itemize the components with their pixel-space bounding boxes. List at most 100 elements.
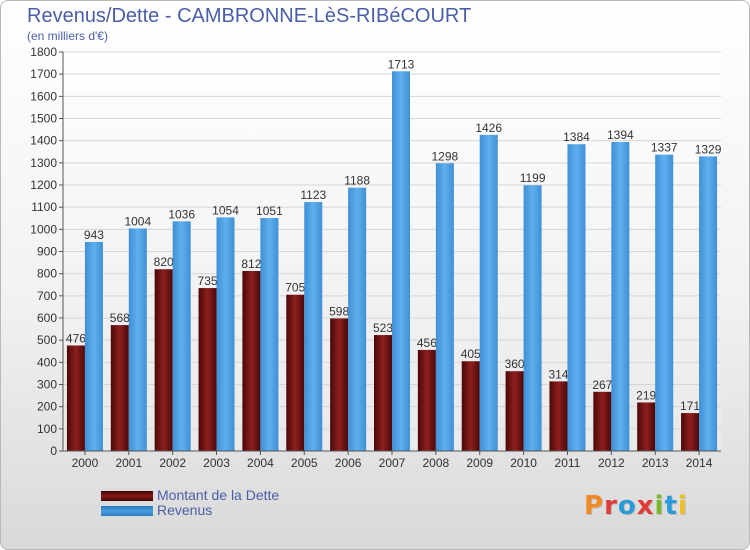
legend-item-debt: Montant de la Dette: [101, 487, 279, 503]
data-label-debt: 171: [680, 399, 700, 413]
logo-letter: i: [677, 491, 688, 521]
data-label-revenus: 1394: [607, 128, 634, 142]
data-label-debt: 476: [66, 331, 86, 345]
bar-revenus: [479, 134, 498, 452]
data-label-revenus: 1054: [212, 203, 239, 217]
data-label-revenus: 1051: [256, 204, 283, 218]
x-tick-label: 2008: [423, 456, 450, 470]
data-label-revenus: 1713: [388, 57, 415, 71]
x-tick-label: 2014: [686, 456, 713, 470]
y-tick-label: 0: [50, 444, 57, 458]
data-label-debt: 568: [110, 311, 130, 325]
data-label-debt: 812: [241, 257, 261, 271]
bar-debt: [637, 402, 656, 451]
x-tick-label: 2003: [203, 456, 230, 470]
y-tick-label: 1500: [30, 112, 57, 126]
bar-revenus: [216, 217, 235, 451]
bar-revenus: [699, 156, 718, 451]
bar-debt: [286, 294, 305, 451]
data-label-debt: 820: [154, 255, 174, 269]
bar-revenus: [392, 71, 410, 451]
data-label-debt: 314: [548, 367, 568, 381]
data-label-revenus: 1329: [695, 142, 722, 156]
data-label-revenus: 1426: [475, 121, 502, 135]
proxiti-logo: Proxiti: [584, 491, 688, 521]
bar-debt: [461, 361, 480, 451]
bar-debt: [198, 288, 217, 451]
x-tick-label: 2006: [335, 456, 362, 470]
y-tick-label: 500: [37, 333, 57, 347]
x-tick-label: 2010: [510, 456, 537, 470]
legend-label-debt: Montant de la Dette: [157, 487, 280, 503]
y-tick-label: 1300: [30, 156, 57, 170]
x-tick-label: 2002: [159, 456, 186, 470]
bar-debt: [374, 335, 392, 451]
data-label-revenus: 1188: [344, 174, 370, 188]
legend-label-revenus: Revenus: [157, 502, 213, 518]
chart-title: Revenus/Dette - CAMBRONNE-LèS-RIBéCOURT: [27, 5, 472, 27]
data-label-debt: 523: [373, 321, 393, 335]
bar-debt: [242, 271, 261, 451]
x-tick-label: 2012: [598, 456, 625, 470]
x-tick-label: 2005: [291, 456, 318, 470]
bar-revenus: [304, 202, 323, 451]
logo-letter: r: [604, 491, 618, 521]
bar-revenus: [84, 241, 103, 451]
legend-swatch-debt: [101, 491, 153, 502]
data-label-revenus: 1036: [168, 207, 195, 221]
bar-revenus: [655, 154, 674, 452]
y-tick-label: 600: [37, 311, 57, 325]
legend-item-revenus: Revenus: [101, 502, 212, 518]
bar-debt: [110, 325, 129, 451]
y-tick-label: 400: [37, 355, 57, 369]
y-tick-label: 900: [37, 245, 57, 259]
bar-revenus: [348, 187, 367, 451]
y-tick-label: 300: [37, 378, 57, 392]
data-label-revenus: 1004: [124, 214, 151, 228]
logo-letter: t: [664, 491, 678, 521]
bar-revenus: [128, 228, 147, 451]
data-label-revenus: 1123: [300, 188, 326, 202]
data-label-revenus: 1298: [432, 149, 459, 163]
y-tick-label: 100: [37, 422, 57, 436]
bar-revenus: [611, 141, 630, 451]
data-label-debt: 360: [505, 357, 525, 371]
y-tick-label: 700: [37, 289, 57, 303]
bar-revenus: [172, 221, 191, 451]
data-label-revenus: 943: [84, 228, 104, 242]
x-tick-label: 2011: [555, 456, 581, 470]
data-label-debt: 456: [417, 336, 437, 350]
bar-debt: [593, 391, 612, 451]
data-label-debt: 267: [592, 378, 612, 392]
y-tick-label: 1200: [30, 178, 57, 192]
data-label-revenus: 1337: [651, 141, 678, 155]
bar-debt: [681, 413, 700, 451]
x-tick-label: 2009: [466, 456, 493, 470]
y-tick-label: 1100: [31, 200, 57, 214]
bar-debt: [549, 381, 568, 451]
bar-revenus: [523, 185, 542, 451]
x-tick-label: 2000: [72, 456, 99, 470]
y-tick-label: 800: [37, 267, 57, 281]
logo-letter: P: [584, 491, 605, 521]
data-label-debt: 705: [285, 281, 305, 295]
data-label-debt: 735: [198, 274, 218, 288]
y-tick-label: 1400: [30, 134, 57, 148]
bar-revenus: [260, 218, 279, 451]
y-tick-label: 200: [37, 400, 57, 414]
x-tick-label: 2013: [642, 456, 669, 470]
bar-debt: [505, 371, 524, 451]
y-tick-label: 1800: [30, 45, 57, 59]
data-label-revenus: 1384: [563, 130, 590, 144]
bar-debt: [66, 345, 85, 451]
y-tick-label: 1000: [30, 222, 57, 236]
bar-debt: [154, 269, 173, 451]
y-tick-label: 1700: [30, 67, 57, 81]
x-tick-label: 2004: [247, 456, 274, 470]
bar-revenus: [567, 144, 586, 452]
data-label-revenus: 1199: [520, 171, 546, 185]
legend-swatch-revenus: [101, 506, 153, 517]
bar-debt: [330, 318, 349, 451]
